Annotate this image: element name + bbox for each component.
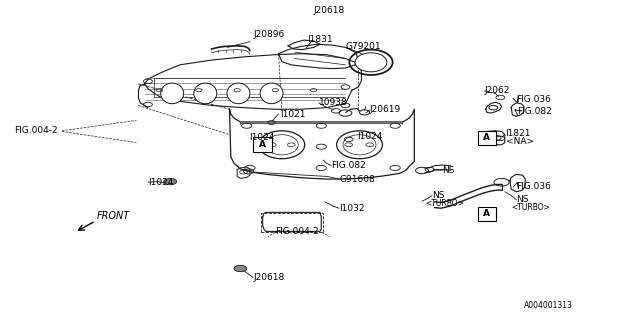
Text: A: A	[483, 209, 490, 219]
Text: NS: NS	[516, 195, 529, 204]
Text: FIG.004-2: FIG.004-2	[275, 227, 319, 236]
Text: J20618: J20618	[253, 273, 284, 282]
Text: A: A	[483, 133, 490, 142]
Text: J20896: J20896	[253, 30, 284, 39]
Text: <TURBO>: <TURBO>	[511, 203, 550, 212]
Text: I1024: I1024	[248, 133, 274, 142]
Text: J2062: J2062	[484, 86, 510, 95]
Ellipse shape	[161, 83, 184, 104]
Text: A: A	[259, 140, 266, 148]
Ellipse shape	[227, 83, 250, 104]
Text: <TURBO>: <TURBO>	[425, 199, 464, 208]
Text: G91608: G91608	[339, 175, 375, 184]
Bar	[253, 137, 272, 152]
Text: FIG.082: FIG.082	[518, 107, 552, 116]
Text: <NA>: <NA>	[506, 137, 534, 146]
Ellipse shape	[259, 131, 305, 159]
Text: FRONT: FRONT	[97, 212, 130, 221]
Text: A004001313: A004001313	[524, 301, 573, 310]
Bar	[478, 131, 496, 145]
Text: FIG.004-2: FIG.004-2	[14, 126, 58, 135]
Text: I1032: I1032	[339, 204, 365, 213]
Bar	[261, 213, 323, 232]
Text: I1024: I1024	[148, 178, 173, 187]
Circle shape	[164, 178, 177, 185]
Text: FIG.082: FIG.082	[332, 161, 366, 170]
Text: J20618: J20618	[314, 6, 345, 15]
Ellipse shape	[355, 53, 387, 72]
Text: NS: NS	[432, 191, 445, 200]
Text: I1021: I1021	[280, 109, 305, 118]
Text: FIG.036: FIG.036	[516, 95, 551, 104]
Text: J20619: J20619	[370, 105, 401, 114]
Bar	[478, 207, 496, 221]
Text: FIG.036: FIG.036	[516, 181, 551, 190]
Ellipse shape	[337, 131, 383, 159]
Text: I1831: I1831	[307, 35, 333, 44]
Text: I1821: I1821	[505, 130, 531, 139]
Ellipse shape	[260, 83, 283, 104]
Text: I1024: I1024	[357, 132, 382, 141]
Circle shape	[234, 265, 246, 272]
Text: G79201: G79201	[346, 42, 381, 51]
Text: NS: NS	[442, 166, 455, 175]
Ellipse shape	[194, 83, 217, 104]
Text: 10938: 10938	[319, 99, 348, 108]
